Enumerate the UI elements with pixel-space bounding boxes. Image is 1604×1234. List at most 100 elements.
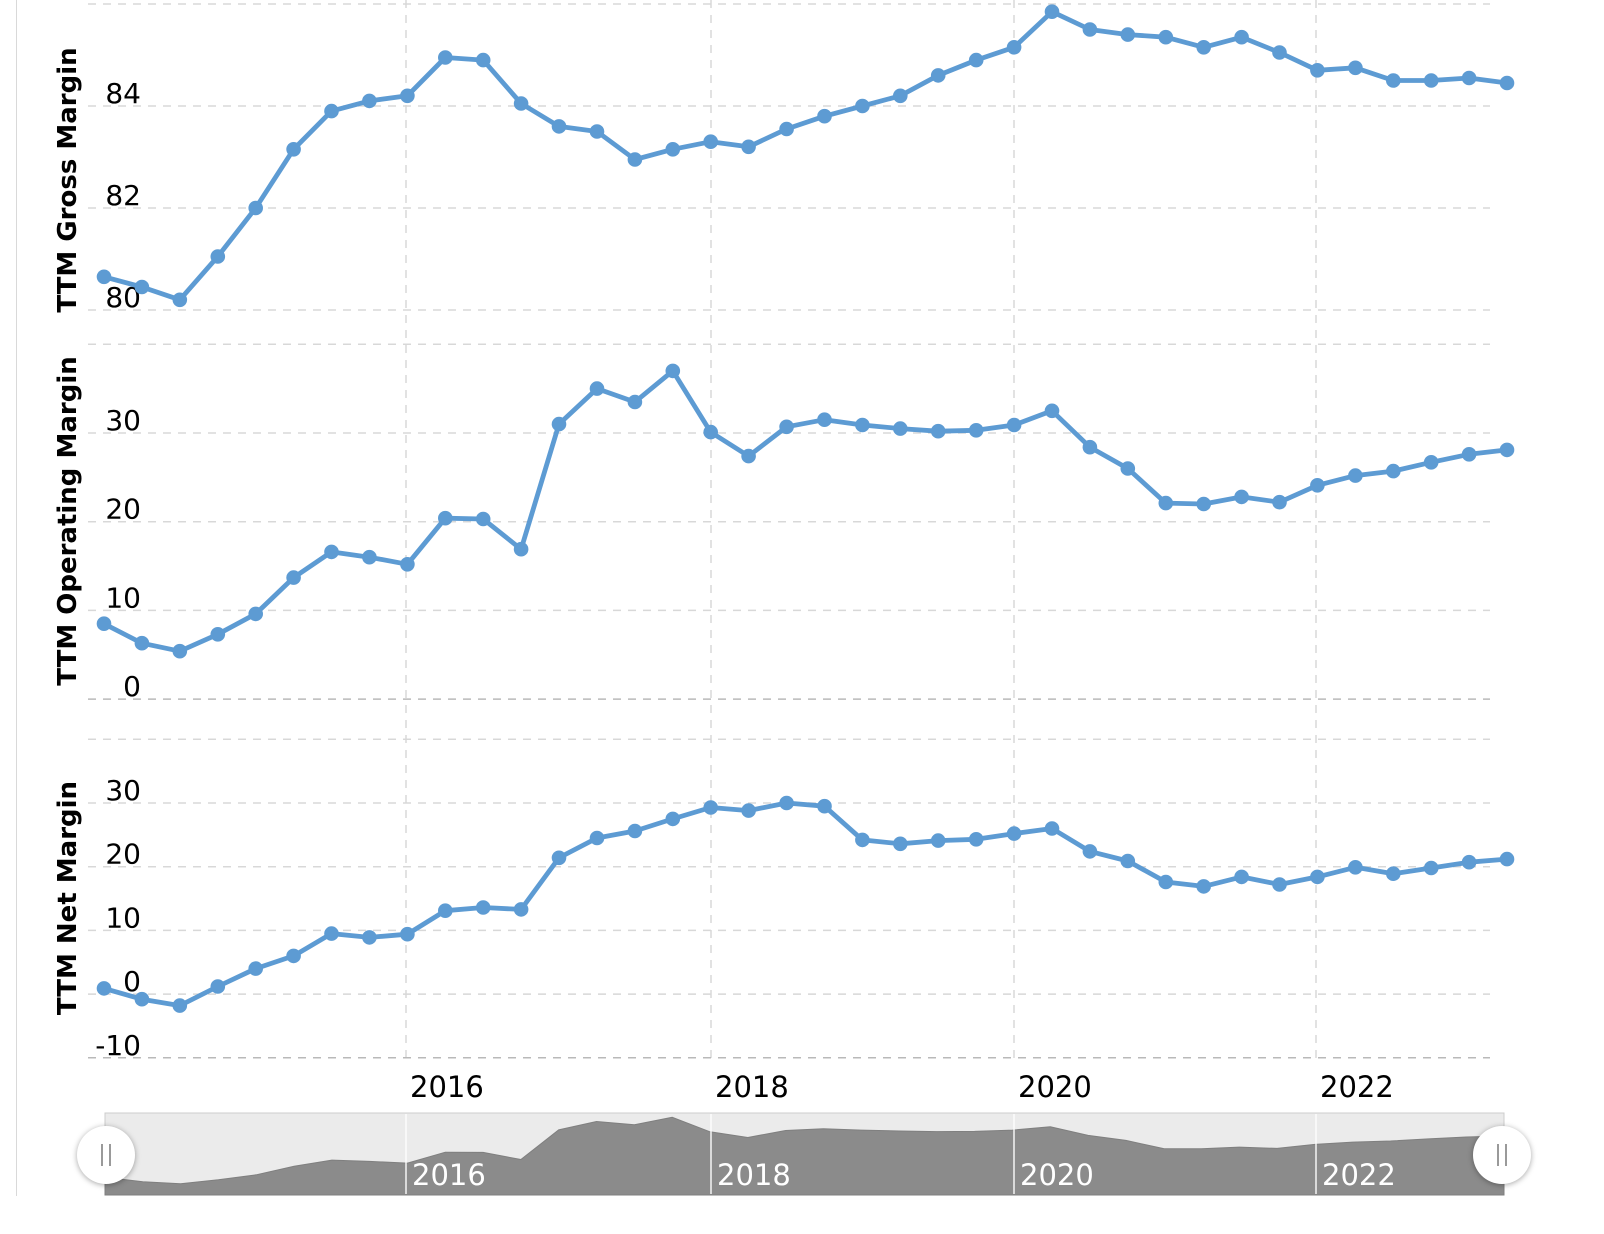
data-point-marker[interactable] [968,423,984,438]
data-point-marker[interactable] [817,412,832,428]
data-point-marker[interactable] [893,88,908,104]
data-point-marker[interactable] [741,448,756,464]
data-point-marker[interactable] [1310,869,1325,885]
data-point-marker[interactable] [589,124,605,139]
data-point-marker[interactable] [1310,478,1325,493]
data-point-marker[interactable] [855,98,870,114]
data-point-marker[interactable] [96,269,112,285]
data-point-marker[interactable] [665,142,681,157]
data-point-marker[interactable] [1310,63,1325,78]
data-point-marker[interactable] [1348,860,1363,875]
data-point-marker[interactable] [551,119,567,134]
data-point-marker[interactable] [438,50,453,65]
data-point-marker[interactable] [1196,879,1211,894]
data-point-marker[interactable] [665,363,681,379]
data-point-marker[interactable] [172,998,188,1013]
data-point-marker[interactable] [210,249,226,264]
data-point-marker[interactable] [96,981,112,996]
data-point-marker[interactable] [703,134,718,149]
data-point-marker[interactable] [286,570,301,585]
data-point-marker[interactable] [589,381,605,396]
data-point-marker[interactable] [627,823,643,839]
data-point-marker[interactable] [210,627,226,642]
data-point-marker[interactable] [930,423,946,439]
data-point-marker[interactable] [1044,4,1060,19]
data-point-marker[interactable] [210,979,226,994]
data-point-marker[interactable] [741,803,756,818]
data-point-marker[interactable] [703,800,718,815]
data-point-marker[interactable] [1461,854,1477,870]
data-point-marker[interactable] [1082,844,1098,859]
data-point-marker[interactable] [817,108,832,124]
data-point-marker[interactable] [248,606,263,622]
data-point-marker[interactable] [779,121,794,137]
data-point-marker[interactable] [1423,860,1439,876]
data-point-marker[interactable] [1006,417,1022,433]
data-point-marker[interactable] [172,292,188,308]
data-point-marker[interactable] [362,930,377,945]
data-point-marker[interactable] [627,394,643,410]
data-point-marker[interactable] [1386,866,1401,881]
data-point-marker[interactable] [438,903,453,918]
data-point-marker[interactable] [1044,821,1060,836]
data-point-marker[interactable] [1386,73,1401,88]
data-point-marker[interactable] [1120,461,1136,476]
data-point-marker[interactable] [551,416,567,432]
data-point-marker[interactable] [324,103,339,119]
data-point-marker[interactable] [475,900,491,915]
data-point-marker[interactable] [551,850,567,866]
data-point-marker[interactable] [96,616,112,631]
data-point-marker[interactable] [513,541,529,557]
data-point-marker[interactable] [1196,496,1211,512]
data-point-marker[interactable] [400,557,415,572]
data-point-marker[interactable] [248,961,263,976]
data-point-marker[interactable] [1234,29,1249,45]
data-point-marker[interactable] [1348,468,1363,483]
data-point-marker[interactable] [1082,22,1098,37]
data-point-marker[interactable] [513,96,529,111]
data-point-marker[interactable] [968,52,984,68]
data-point-marker[interactable] [513,902,529,917]
data-point-marker[interactable] [438,510,453,526]
data-point-marker[interactable] [779,795,794,811]
data-point-marker[interactable] [1423,73,1439,88]
data-point-marker[interactable] [1386,463,1401,479]
data-point-marker[interactable] [1158,874,1174,890]
data-point-marker[interactable] [134,279,150,295]
data-point-marker[interactable] [172,643,188,659]
data-point-marker[interactable] [1272,877,1287,892]
navigator-right-handle[interactable] [1473,1126,1531,1184]
data-point-marker[interactable] [893,421,908,436]
data-point-marker[interactable] [1461,447,1477,462]
data-point-marker[interactable] [1423,455,1439,470]
data-point-marker[interactable] [930,68,946,83]
data-point-marker[interactable] [665,811,681,827]
data-point-marker[interactable] [930,833,946,848]
data-point-marker[interactable] [703,424,718,440]
data-point-marker[interactable] [817,798,832,814]
data-point-marker[interactable] [1158,29,1174,45]
data-point-marker[interactable] [1461,70,1477,86]
data-point-marker[interactable] [1348,60,1363,76]
data-point-marker[interactable] [1499,442,1515,458]
data-point-marker[interactable] [1006,40,1022,55]
data-point-marker[interactable] [1272,45,1287,60]
data-point-marker[interactable] [1234,869,1249,885]
data-point-marker[interactable] [1499,851,1515,867]
data-point-marker[interactable] [1272,494,1287,510]
data-point-marker[interactable] [400,926,415,942]
data-point-marker[interactable] [893,836,908,852]
data-point-marker[interactable] [324,544,339,560]
data-point-marker[interactable] [855,417,870,433]
data-point-marker[interactable] [362,93,377,109]
data-point-marker[interactable] [779,419,794,435]
data-point-marker[interactable] [324,926,339,941]
data-point-marker[interactable] [627,152,643,167]
data-point-marker[interactable] [1082,439,1098,455]
data-point-marker[interactable] [1120,853,1136,869]
data-point-marker[interactable] [400,88,415,104]
data-point-marker[interactable] [248,200,263,216]
data-point-marker[interactable] [1044,403,1060,419]
data-point-marker[interactable] [475,511,491,527]
data-point-marker[interactable] [1499,75,1515,91]
